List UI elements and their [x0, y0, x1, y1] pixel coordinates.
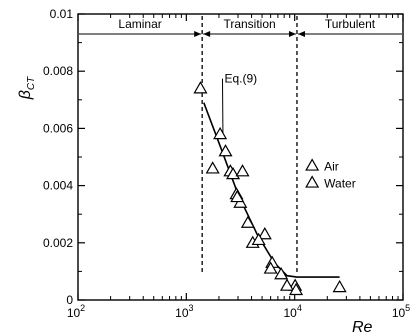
data-point-air: [332, 279, 347, 293]
region-arrowhead: [194, 31, 202, 37]
data-point-air: [257, 227, 272, 240]
legend-marker-air: [305, 158, 320, 171]
data-point-water: [263, 261, 278, 274]
y-tick-label: 0.01: [50, 7, 74, 21]
data-point-water: [289, 282, 304, 296]
fit-line-group: Eq.(9): [203, 72, 340, 278]
region-label: Laminar: [118, 17, 161, 31]
fit-line: [203, 102, 340, 278]
data-point-water: [230, 189, 245, 203]
y-tick-label: 0.006: [43, 121, 73, 135]
region-label: Transition: [223, 17, 275, 31]
y-tick-label: 0.004: [43, 179, 73, 193]
data-point-water: [235, 164, 250, 177]
legend-label-water: Water: [324, 177, 356, 191]
y-tick-label: 0: [66, 293, 73, 307]
x-tick-label: 103: [175, 303, 193, 320]
x-tick-label: 104: [283, 303, 301, 320]
data-point-air: [218, 144, 233, 157]
legend-label-air: Air: [324, 160, 339, 174]
y-axis-label-main: β: [17, 90, 34, 100]
region-arrowhead: [288, 31, 296, 37]
data-point-air: [205, 161, 220, 174]
y-tick-label: 0.008: [43, 64, 73, 78]
data-point-air: [213, 126, 228, 140]
data-point-water: [251, 232, 266, 246]
legend: Air Water: [305, 158, 356, 191]
y-tick-label: 0.002: [43, 236, 73, 250]
plot-area-border: [77, 13, 404, 301]
flow-regions: Laminar Transition Turbulent: [79, 16, 402, 272]
y-axis-label-sub: CT: [26, 76, 37, 90]
x-axis-label: Re: [352, 319, 373, 334]
svg-text:βCT: βCT: [17, 76, 37, 100]
data-point-air: [193, 81, 208, 94]
region-arrowhead: [297, 31, 305, 37]
y-axis-ticks: 0 0.002 0.004 0.006 0.008 0.01: [43, 7, 403, 307]
region-label: Turbulent: [325, 17, 376, 31]
legend-marker-water: [305, 175, 320, 188]
x-axis-ticks: 102 103 104 105: [67, 14, 410, 320]
data-point-air: [274, 267, 289, 280]
region-arrowhead: [203, 31, 211, 37]
data-points: [193, 81, 347, 296]
y-axis-label: βCT: [17, 76, 37, 100]
data-point-air: [240, 215, 255, 228]
x-tick-label: 105: [392, 303, 410, 320]
x-tick-label: 102: [67, 303, 85, 320]
plot-frame: [77, 13, 404, 301]
data-point-water: [279, 278, 295, 291]
fit-line-label: Eq.(9): [224, 72, 257, 86]
